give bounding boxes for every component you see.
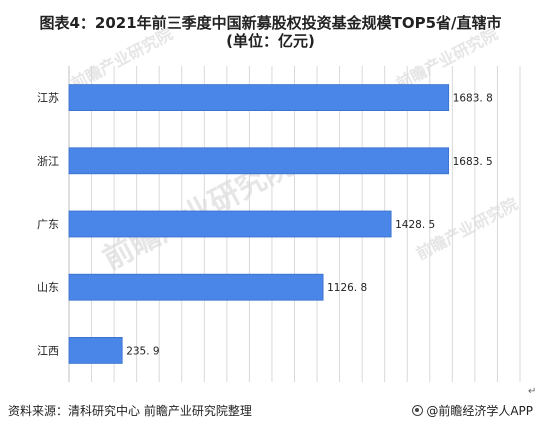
bars [68,84,450,364]
chart-title-line1: 图表4：2021年前三季度中国新募股权投资基金规模TOP5省/直辖市 [39,14,502,32]
return-mark: ↵ [528,386,537,397]
category-label: 浙江 [37,155,59,168]
chart-title: 图表4：2021年前三季度中国新募股权投资基金规模TOP5省/直辖市 (单位：亿… [0,14,541,50]
bar [68,273,324,301]
watermark-text: 前瞻产业研究院 [393,24,501,93]
labels: 江苏 1683. 8 浙江 1683. 5 广东 1428. 5 山东 1126. 8 江西 23… [37,92,493,358]
category-label: 广东 [37,218,59,231]
bar [68,336,123,364]
bar [68,84,450,111]
brand-credit: @前瞻经济学人APP [412,402,533,419]
chart-title-line2: (单位：亿元) [226,32,315,50]
bar [68,210,392,238]
category-label: 江苏 [37,92,59,105]
category-label: 江西 [37,344,59,357]
brand-text: @前瞻经济学人APP [426,404,533,418]
source-note: 资料来源：清科研究中心 前瞻产业研究院整理 [8,404,252,418]
value-label: 235. 9 [126,345,159,357]
value-label: 1683. 8 [453,93,493,105]
value-label: 1683. 5 [453,156,493,168]
bar [68,147,450,175]
value-label: 1428. 5 [395,219,435,231]
category-label: 山东 [37,281,59,294]
brand-logo-icon [412,405,424,416]
value-label: 1126. 8 [327,282,367,294]
